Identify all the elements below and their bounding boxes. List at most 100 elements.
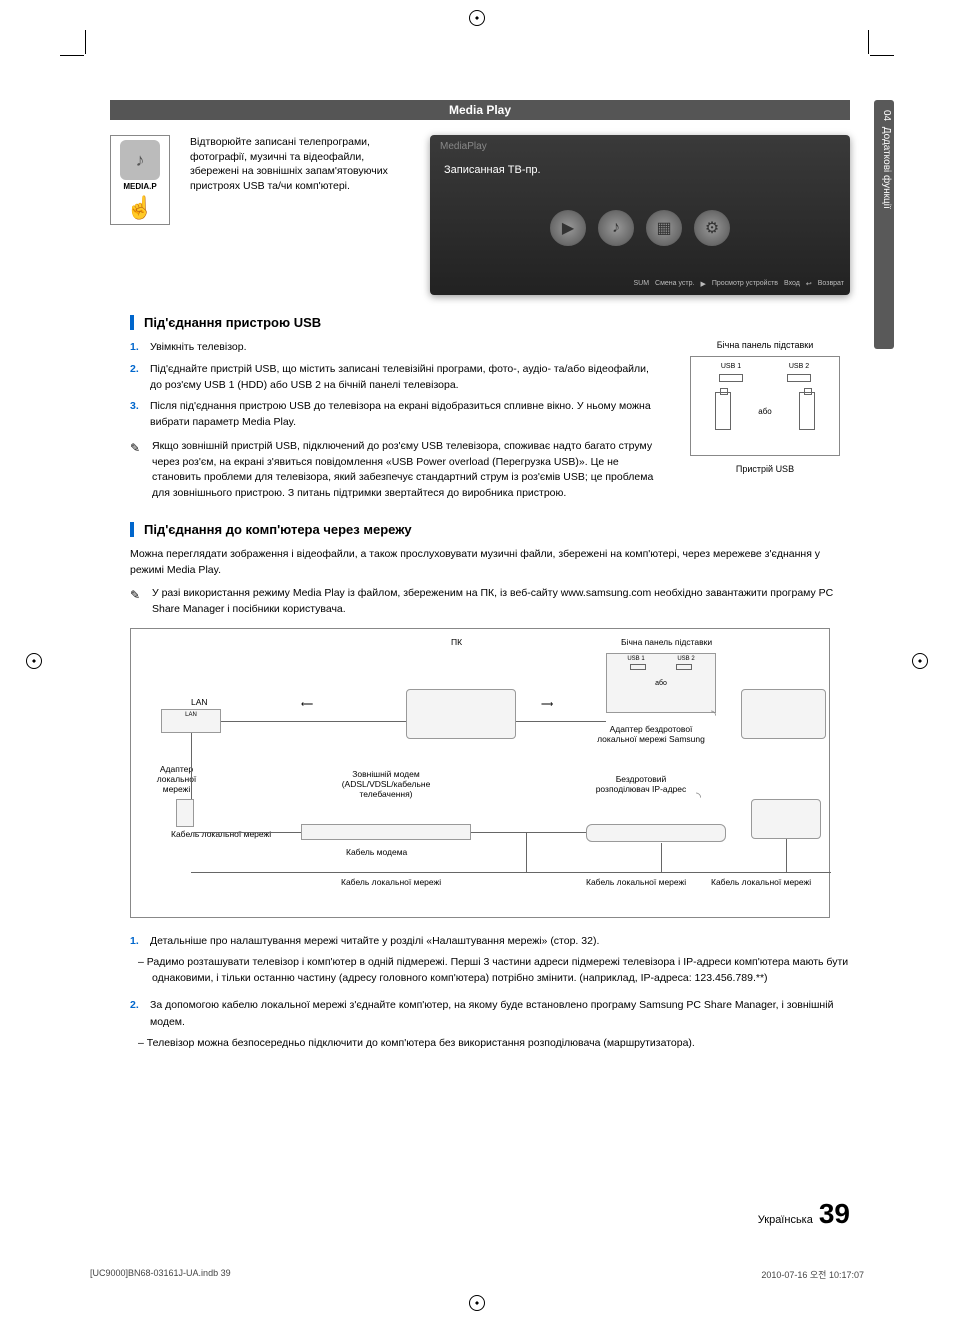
lan-cable-label: Кабель локальної мережі (341, 877, 441, 887)
preview-footer: SUM Смена устр. ▶ Просмотр устройств Вхо… (430, 277, 850, 291)
usb-port-label: USB 2 (789, 363, 809, 370)
document-footer: [UC9000]BN68-03161J-UA.indb 39 2010-07-1… (90, 1268, 864, 1281)
preview-category-icons: ▶ ♪ ▦ ⚙ (430, 210, 850, 246)
step-number: 1. (130, 340, 142, 356)
step-number: 1. (130, 933, 142, 950)
preview-icon: ▦ (646, 210, 682, 246)
language-label: Українська (758, 1214, 813, 1226)
diagram-label: Бічна панель підставки (680, 340, 850, 350)
preview-icon: ♪ (598, 210, 634, 246)
network-connection-diagram: ПК Бічна панель підставки LAN LAN ⟵ ⟶ US… (130, 628, 830, 918)
step-number: 2. (130, 362, 142, 394)
usb-port-label: USB 1 (721, 363, 741, 370)
wifi-icon: ◝ (711, 707, 716, 723)
laptop-icon (406, 689, 516, 739)
usb-note: ✎ Якщо зовнішній пристрій USB, підключен… (110, 439, 660, 502)
registration-mark-right (912, 653, 928, 669)
chapter-number: 04 (881, 110, 892, 121)
crop-corner (870, 55, 894, 56)
registration-mark-bottom (469, 1295, 485, 1311)
lan-adapter-icon (176, 799, 194, 827)
media-play-screen-preview: MediaPlay Записанная ТВ-пр. ▶ ♪ ▦ ⚙ SUM … (430, 135, 850, 295)
preview-footer-item: SUM (633, 280, 649, 288)
list-item: 1. Увімкніть телевізор. (130, 340, 660, 356)
page-footer: Українська 39 (758, 1198, 850, 1230)
usb-text-block: 1. Увімкніть телевізор. 2.Під'єднайте при… (110, 340, 660, 502)
note-text: У разі використання режиму Media Play із… (152, 586, 850, 618)
chapter-side-tab: 04 Додаткові функції (874, 100, 894, 349)
remote-button-illustration: ♪ MEDIA.P ☝ (110, 135, 170, 225)
modem-icon (301, 824, 471, 840)
preview-title: MediaPlay (430, 135, 850, 158)
note-icon: ✎ (130, 586, 144, 618)
remote-button-label: MEDIA.P (111, 182, 169, 191)
list-item: 2.Під'єднайте пристрій USB, що містить з… (130, 362, 660, 394)
step-text: Під'єднайте пристрій USB, що містить зап… (150, 362, 660, 394)
step-text: Після під'єднання пристрою USB до телеві… (150, 399, 660, 431)
modem-cable-label: Кабель модема (346, 847, 407, 857)
page-content: Media Play ♪ MEDIA.P ☝ Відтворюйте запис… (110, 100, 850, 1240)
preview-icon: ⚙ (694, 210, 730, 246)
arrow-icon: ⟵ (301, 699, 313, 710)
crop-corner (60, 55, 84, 56)
list-item: 3.Після під'єднання пристрою USB до теле… (130, 399, 660, 431)
page-number: 39 (819, 1198, 850, 1230)
media-play-icon: ♪ (120, 140, 160, 180)
lan-port-box: LAN (161, 709, 221, 733)
list-item: 2. За допомогою кабелю локальної мережі … (130, 997, 850, 1031)
intro-row: ♪ MEDIA.P ☝ Відтворюйте записані телепро… (110, 135, 850, 295)
preview-footer-item: Смена устр. (655, 280, 694, 288)
intro-text: Відтворюйте записані телепрограми, фотог… (190, 135, 410, 295)
usb-section-title: Під'єднання пристрою USB (130, 315, 850, 330)
usb-steps-list: 1. Увімкніть телевізор. 2.Під'єднайте при… (110, 340, 660, 431)
wireless-adapter-label: Адаптер бездротової локальної мережі Sam… (596, 724, 706, 744)
lan-cable-label: Кабель локальної мережі (586, 877, 686, 887)
doc-footer-timestamp: 2010-07-16 오전 10:17:07 (761, 1268, 864, 1281)
crop-corner (868, 30, 869, 54)
step-text: Детальніше про налаштування мережі читай… (150, 933, 599, 950)
laptop-icon (741, 689, 826, 739)
preview-main-label: Записанная ТВ-пр. (430, 158, 850, 182)
network-steps: 1. Детальніше про налаштування мережі чи… (110, 933, 850, 1052)
note-icon: ✎ (130, 439, 144, 502)
lan-adapter-label: Адаптер локальної мережі (149, 764, 204, 794)
side-panel-label: Бічна панель підставки (621, 637, 712, 647)
registration-mark-left (26, 653, 42, 669)
usb-drive-icon (715, 392, 731, 430)
tv-side-panel: USB 1 USB 2 або (690, 356, 840, 456)
preview-icon: ▶ (550, 210, 586, 246)
laptop-icon (751, 799, 821, 839)
step-number: 3. (130, 399, 142, 431)
network-note: ✎ У разі використання режиму Media Play … (110, 586, 850, 618)
arrow-icon: ⟶ (541, 699, 553, 710)
router-label: Бездротовий розподілювач IP-адрес (591, 774, 691, 794)
lan-cable-label: Кабель локальної мережі (171, 829, 271, 839)
wifi-icon: ◝ (696, 789, 701, 805)
modem-label: Зовнішній модем (ADSL/VDSL/кабельне теле… (326, 769, 446, 799)
usb-connection-diagram: Бічна панель підставки USB 1 USB 2 або П… (680, 340, 850, 502)
step-number: 2. (130, 997, 142, 1031)
doc-footer-filename: [UC9000]BN68-03161J-UA.indb 39 (90, 1268, 231, 1281)
router-icon (586, 824, 726, 842)
chapter-title: Додаткові функції (881, 127, 892, 209)
preview-footer-item: Вход (784, 280, 800, 288)
sub-bullet: Радимо розташувати телевізор і комп'ютер… (130, 954, 850, 988)
pc-label: ПК (451, 637, 462, 647)
pointing-hand-icon: ☝ (111, 195, 169, 221)
network-section-title: Під'єднання до комп'ютера через мережу (130, 522, 850, 537)
step-text: Увімкніть телевізор. (150, 340, 246, 356)
step-text: За допомогою кабелю локальної мережі з'є… (150, 997, 850, 1031)
usb-slot-icon (719, 374, 743, 382)
registration-mark-top (469, 10, 485, 26)
usb-drive-icon (799, 392, 815, 430)
sub-bullet: Телевізор можна безпосередньо підключити… (130, 1035, 850, 1052)
usb-section: 1. Увімкніть телевізор. 2.Під'єднайте при… (110, 340, 850, 502)
section-header-bar: Media Play (110, 100, 850, 120)
tv-side-panel-small: USB 1 USB 2 або (606, 653, 716, 713)
usb-slot-icon (787, 374, 811, 382)
crop-corner (85, 30, 86, 54)
note-text: Якщо зовнішній пристрій USB, підключений… (152, 439, 660, 502)
preview-footer-item: Возврат (818, 280, 844, 288)
list-item: 1. Детальніше про налаштування мережі чи… (130, 933, 850, 950)
diagram-label: Пристрій USB (680, 464, 850, 474)
